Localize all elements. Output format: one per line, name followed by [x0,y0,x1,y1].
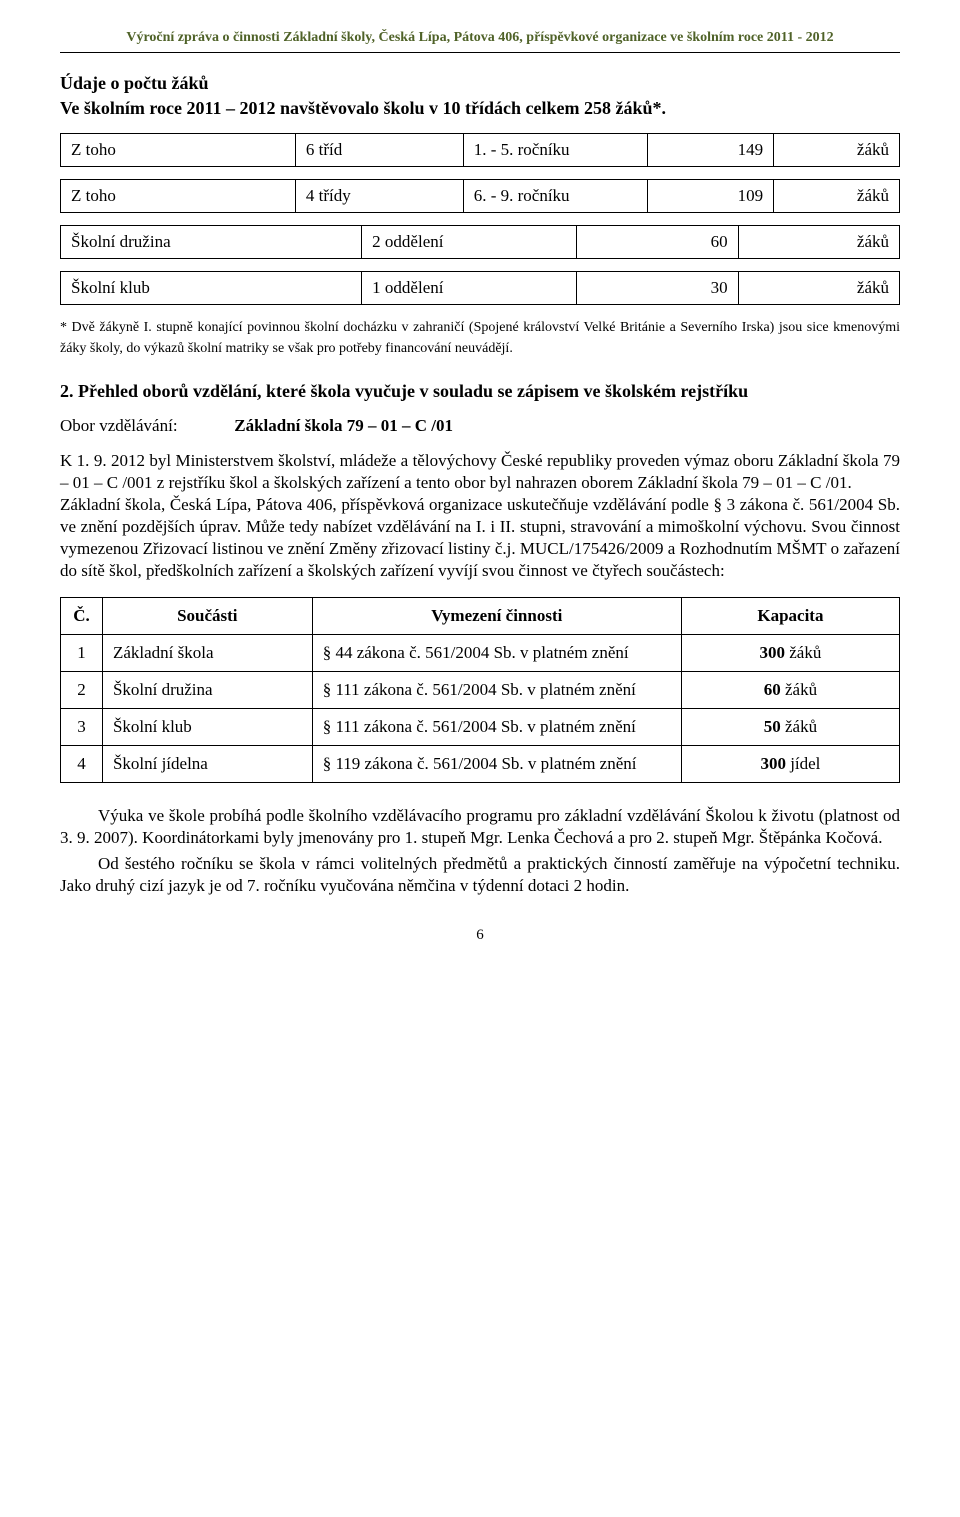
cell: 2 oddělení [362,226,577,259]
cell: § 111 zákona č. 561/2004 Sb. v platném z… [312,671,681,708]
th: Kapacita [681,597,899,634]
cell: 50 žáků [681,708,899,745]
cell: 3 [61,708,103,745]
capacity-unit: žáků [785,643,821,662]
cell: 1 oddělení [362,272,577,305]
cell: 109 [648,180,774,213]
section1-subheading: Ve školním roce 2011 – 2012 navštěvovalo… [60,98,900,119]
capacity-unit: jídel [786,754,820,773]
cell: Školní klub [102,708,312,745]
obor-label: Obor vzdělávání: [60,416,230,436]
cell: Školní družina [61,226,362,259]
cell: 30 [577,272,738,305]
table-row: Z toho 6 tříd 1. - 5. ročníku 149 žáků [61,134,900,167]
section1-heading: Údaje o počtu žáků [60,73,900,94]
capacity-unit: žáků [781,680,817,699]
cell: Z toho [61,180,296,213]
cell: 6. - 9. ročníku [463,180,648,213]
row-table-2: Z toho 4 třídy 6. - 9. ročníku 109 žáků [60,179,900,213]
cell: 1. - 5. ročníku [463,134,648,167]
table-row: 2 Školní družina § 111 zákona č. 561/200… [61,671,900,708]
capacity-value: 50 [764,717,781,736]
capacity-value: 300 [760,643,786,662]
row-table-4: Školní klub 1 oddělení 30 žáků [60,271,900,305]
cell: Z toho [61,134,296,167]
table-header-row: Č. Součásti Vymezení činnosti Kapacita [61,597,900,634]
cell: Školní klub [61,272,362,305]
cell: 1 [61,634,103,671]
components-table: Č. Součásti Vymezení činnosti Kapacita 1… [60,597,900,783]
cell: 2 [61,671,103,708]
th: Součásti [102,597,312,634]
table-row: Školní klub 1 oddělení 30 žáků [61,272,900,305]
cell: 6 tříd [295,134,463,167]
capacity-value: 300 [760,754,786,773]
cell: § 119 zákona č. 561/2004 Sb. v platném z… [312,745,681,782]
cell: 149 [648,134,774,167]
page-number: 6 [60,927,900,944]
page-header: Výroční zpráva o činnosti Základní školy… [60,30,900,53]
para1: K 1. 9. 2012 byl Ministerstvem školství,… [60,451,900,492]
obor-value: Základní škola 79 – 01 – C /01 [234,416,453,435]
table-row: Z toho 4 třídy 6. - 9. ročníku 109 žáků [61,180,900,213]
cell: 60 [577,226,738,259]
cell: Školní jídelna [102,745,312,782]
table-row: 4 Školní jídelna § 119 zákona č. 561/200… [61,745,900,782]
cell: § 111 zákona č. 561/2004 Sb. v platném z… [312,708,681,745]
cell: 300 jídel [681,745,899,782]
table-row: Školní družina 2 oddělení 60 žáků [61,226,900,259]
capacity-value: 60 [764,680,781,699]
row-table-1: Z toho 6 tříd 1. - 5. ročníku 149 žáků [60,133,900,167]
footnote: * Dvě žákyně I. stupně konající povinnou… [60,317,900,359]
cell: § 44 zákona č. 561/2004 Sb. v platném zn… [312,634,681,671]
capacity-unit: žáků [781,717,817,736]
cell: 60 žáků [681,671,899,708]
closing-para-2: Od šestého ročníku se škola v rámci voli… [60,853,900,897]
cell: žáků [774,134,900,167]
table-row: 1 Základní škola § 44 zákona č. 561/2004… [61,634,900,671]
th: Vymezení činnosti [312,597,681,634]
th: Č. [61,597,103,634]
table-row: 3 Školní klub § 111 zákona č. 561/2004 S… [61,708,900,745]
section2-heading: 2. Přehled oborů vzdělání, které škola v… [60,381,900,402]
body-paragraph: K 1. 9. 2012 byl Ministerstvem školství,… [60,450,900,583]
cell: žáků [738,272,899,305]
cell: Základní škola [102,634,312,671]
cell: žáků [738,226,899,259]
cell: Školní družina [102,671,312,708]
cell: 4 třídy [295,180,463,213]
obor-line: Obor vzdělávání: Základní škola 79 – 01 … [60,416,900,436]
row-table-3: Školní družina 2 oddělení 60 žáků [60,225,900,259]
cell: 4 [61,745,103,782]
para2: Základní škola, Česká Lípa, Pátova 406, … [60,495,900,580]
cell: 300 žáků [681,634,899,671]
cell: žáků [774,180,900,213]
closing-para-1: Výuka ve škole probíhá podle školního vz… [60,805,900,849]
